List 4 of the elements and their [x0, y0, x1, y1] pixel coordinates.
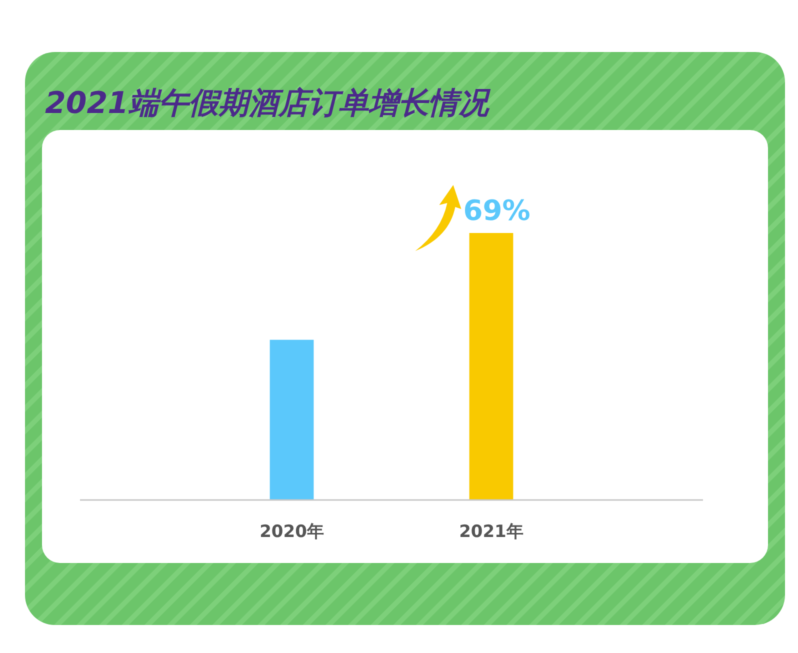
x-tick-label: 2021年 [459, 522, 524, 542]
x-tick-label: 2020年 [260, 522, 324, 542]
chart-title: 2021端午假期酒店订单增长情况 [45, 86, 492, 121]
text: 69% [463, 194, 530, 227]
